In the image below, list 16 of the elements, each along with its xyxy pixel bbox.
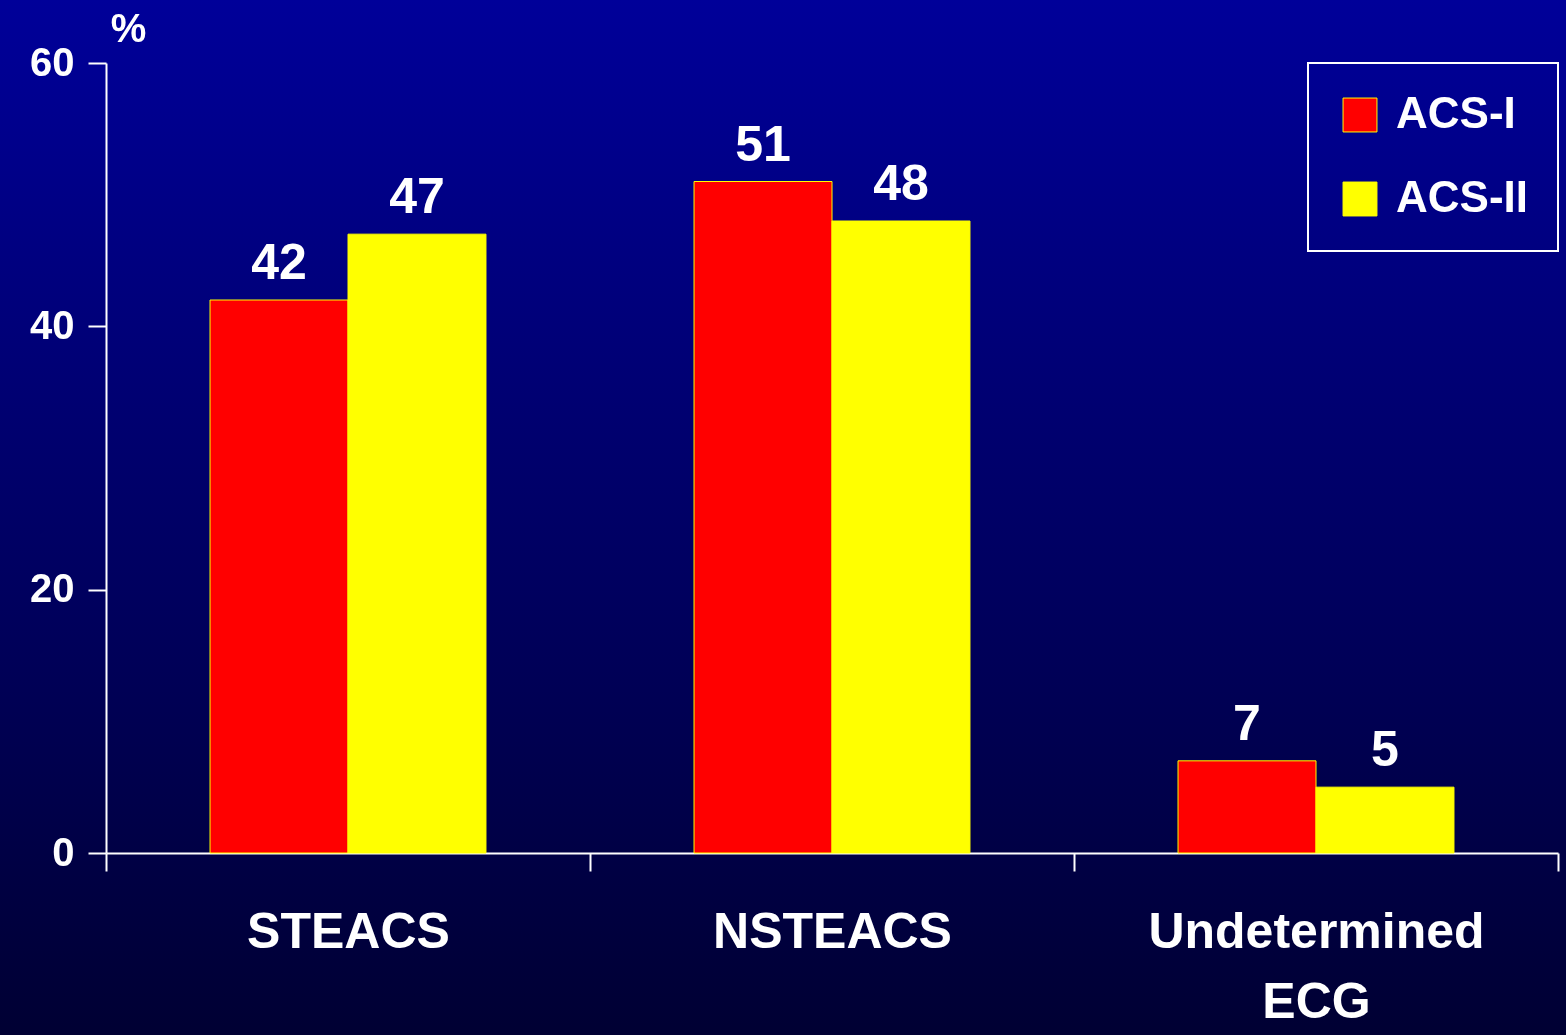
y-tick-label: 40 [30, 302, 75, 347]
data-label: 48 [873, 155, 929, 211]
legend-label: ACS-II [1396, 172, 1528, 221]
y-tick-label: 60 [30, 39, 75, 84]
x-tick-label: STEACS [247, 902, 450, 959]
x-tick-label: Undetermined ECG [1148, 902, 1485, 1029]
y-tick-label: 0 [52, 829, 75, 874]
data-label: 5 [1371, 721, 1399, 778]
legend-label: ACS-I [1396, 88, 1516, 137]
data-label: 42 [251, 234, 307, 290]
data-label: 51 [735, 115, 791, 172]
data-label: 47 [389, 168, 445, 225]
data-label: 7 [1233, 694, 1261, 751]
y-axis-title: % [110, 5, 147, 50]
y-tick-label: 20 [30, 566, 75, 611]
x-tick-label: NSTEACS [713, 902, 952, 959]
